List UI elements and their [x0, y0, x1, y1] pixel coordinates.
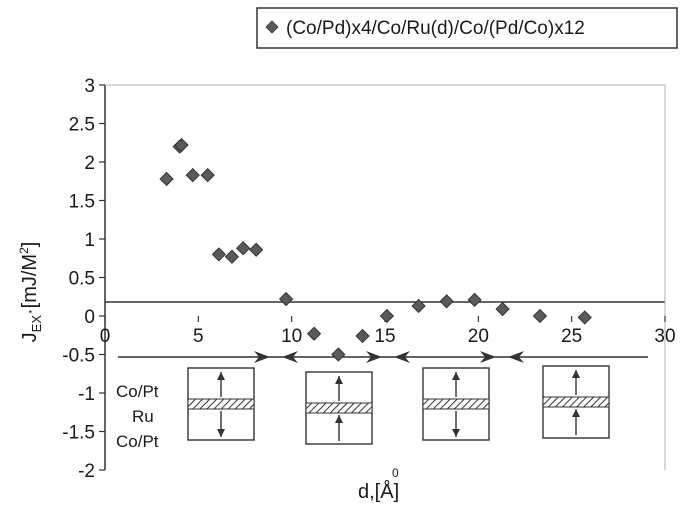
- data-point: [467, 292, 482, 307]
- x-tick-label: 30: [654, 326, 675, 347]
- legend-marker: [265, 20, 279, 34]
- data-point: [200, 167, 215, 183]
- data-point: [278, 291, 294, 307]
- inset-arrowhead: [366, 351, 382, 363]
- ru-spacer-layer: [422, 398, 490, 410]
- data-point: [306, 326, 322, 341]
- data-point: [224, 249, 240, 264]
- x-tick-label: 0: [100, 326, 111, 347]
- data-point: [174, 137, 189, 153]
- y-tick-label: 2.5: [69, 115, 95, 136]
- y-tick-label: -1.5: [62, 423, 95, 444]
- angstrom-ring-mark: 0: [392, 466, 399, 480]
- legend-label: (Co/Pd)x4/Co/Ru(d)/Co/(Pd/Co)x12: [286, 18, 585, 39]
- spin-arrow-head: [335, 415, 343, 423]
- inset-arrowhead: [480, 351, 496, 363]
- y-tick-label: 0.5: [69, 269, 95, 290]
- data-point: [235, 241, 251, 256]
- spin-arrow-head: [452, 372, 460, 380]
- data-point: [211, 247, 227, 262]
- data-point: [185, 167, 200, 183]
- x-tick-label: 10: [281, 326, 302, 347]
- x-tick-label: 25: [561, 326, 582, 347]
- data-point: [379, 308, 395, 324]
- inset-arrowhead: [508, 351, 524, 363]
- legend-box: [256, 7, 678, 49]
- layer-diagram: [305, 371, 373, 445]
- x-tick-label: 20: [468, 326, 489, 347]
- stack-label-middle: Ru: [132, 407, 154, 426]
- y-tick-label: -0.5: [62, 346, 95, 367]
- ru-spacer-layer: [542, 396, 610, 408]
- spin-arrow-head: [217, 372, 225, 380]
- data-point: [355, 328, 370, 344]
- coupling-inset: Co/Pt Ru Co/Pt: [116, 351, 648, 451]
- data-point: [577, 310, 592, 325]
- inset-arrowhead: [282, 351, 298, 363]
- spin-arrow-head: [572, 370, 580, 378]
- stack-label-bottom: Co/Pt: [116, 432, 159, 451]
- x-tick-label: 5: [193, 326, 204, 347]
- inset-arrowheads: [254, 351, 524, 363]
- x-axis-title: d,[Å] 0: [358, 466, 399, 503]
- y-tick-label: 3: [84, 76, 95, 97]
- y-tick-label: -1: [78, 384, 95, 405]
- data-points: [159, 137, 592, 362]
- y-tick-label: -2: [78, 461, 95, 482]
- spin-arrow-head: [217, 429, 225, 437]
- y-tick-label: 1.5: [69, 192, 95, 213]
- data-point: [249, 242, 264, 257]
- layer-diagram: [542, 365, 610, 439]
- data-point: [495, 301, 510, 317]
- layer-diagram: [422, 367, 490, 441]
- y-tick-label: 0: [84, 307, 95, 328]
- inset-layer-diagrams: [187, 365, 610, 445]
- legend: (Co/Pd)x4/Co/Ru(d)/Co/(Pd/Co)x12: [256, 7, 678, 49]
- y-tick-label: 2: [84, 153, 95, 174]
- inset-stack-labels: Co/Pt Ru Co/Pt: [116, 382, 159, 451]
- spin-arrow-head: [452, 429, 460, 437]
- ru-spacer-layer: [305, 402, 373, 414]
- axes: [104, 84, 666, 470]
- ru-spacer-layer: [187, 398, 255, 410]
- data-point: [159, 171, 174, 187]
- data-point: [439, 294, 454, 309]
- x-tick-group: 0 5 10 15 20 25 30: [100, 316, 676, 347]
- x-tick-label: 15: [374, 326, 395, 347]
- stack-label-top: Co/Pt: [116, 382, 159, 401]
- spin-arrow-head: [572, 409, 580, 417]
- y-tick-label: 1: [84, 230, 95, 251]
- spin-arrow-head: [335, 376, 343, 384]
- layer-diagram: [187, 367, 255, 441]
- inset-arrowhead: [254, 351, 270, 363]
- data-point: [532, 308, 548, 324]
- y-axis-title: JEX·[mJ/M2]: [17, 242, 44, 343]
- svg-text:d,[Å]: d,[Å]: [358, 480, 399, 503]
- y-tick-group: 3 2.5 2 1.5 1 0.5 0 -0.5 -1 -1.5 -2: [62, 76, 105, 482]
- inset-arrowhead: [394, 351, 410, 363]
- data-point: [411, 298, 426, 314]
- data-point: [331, 347, 346, 362]
